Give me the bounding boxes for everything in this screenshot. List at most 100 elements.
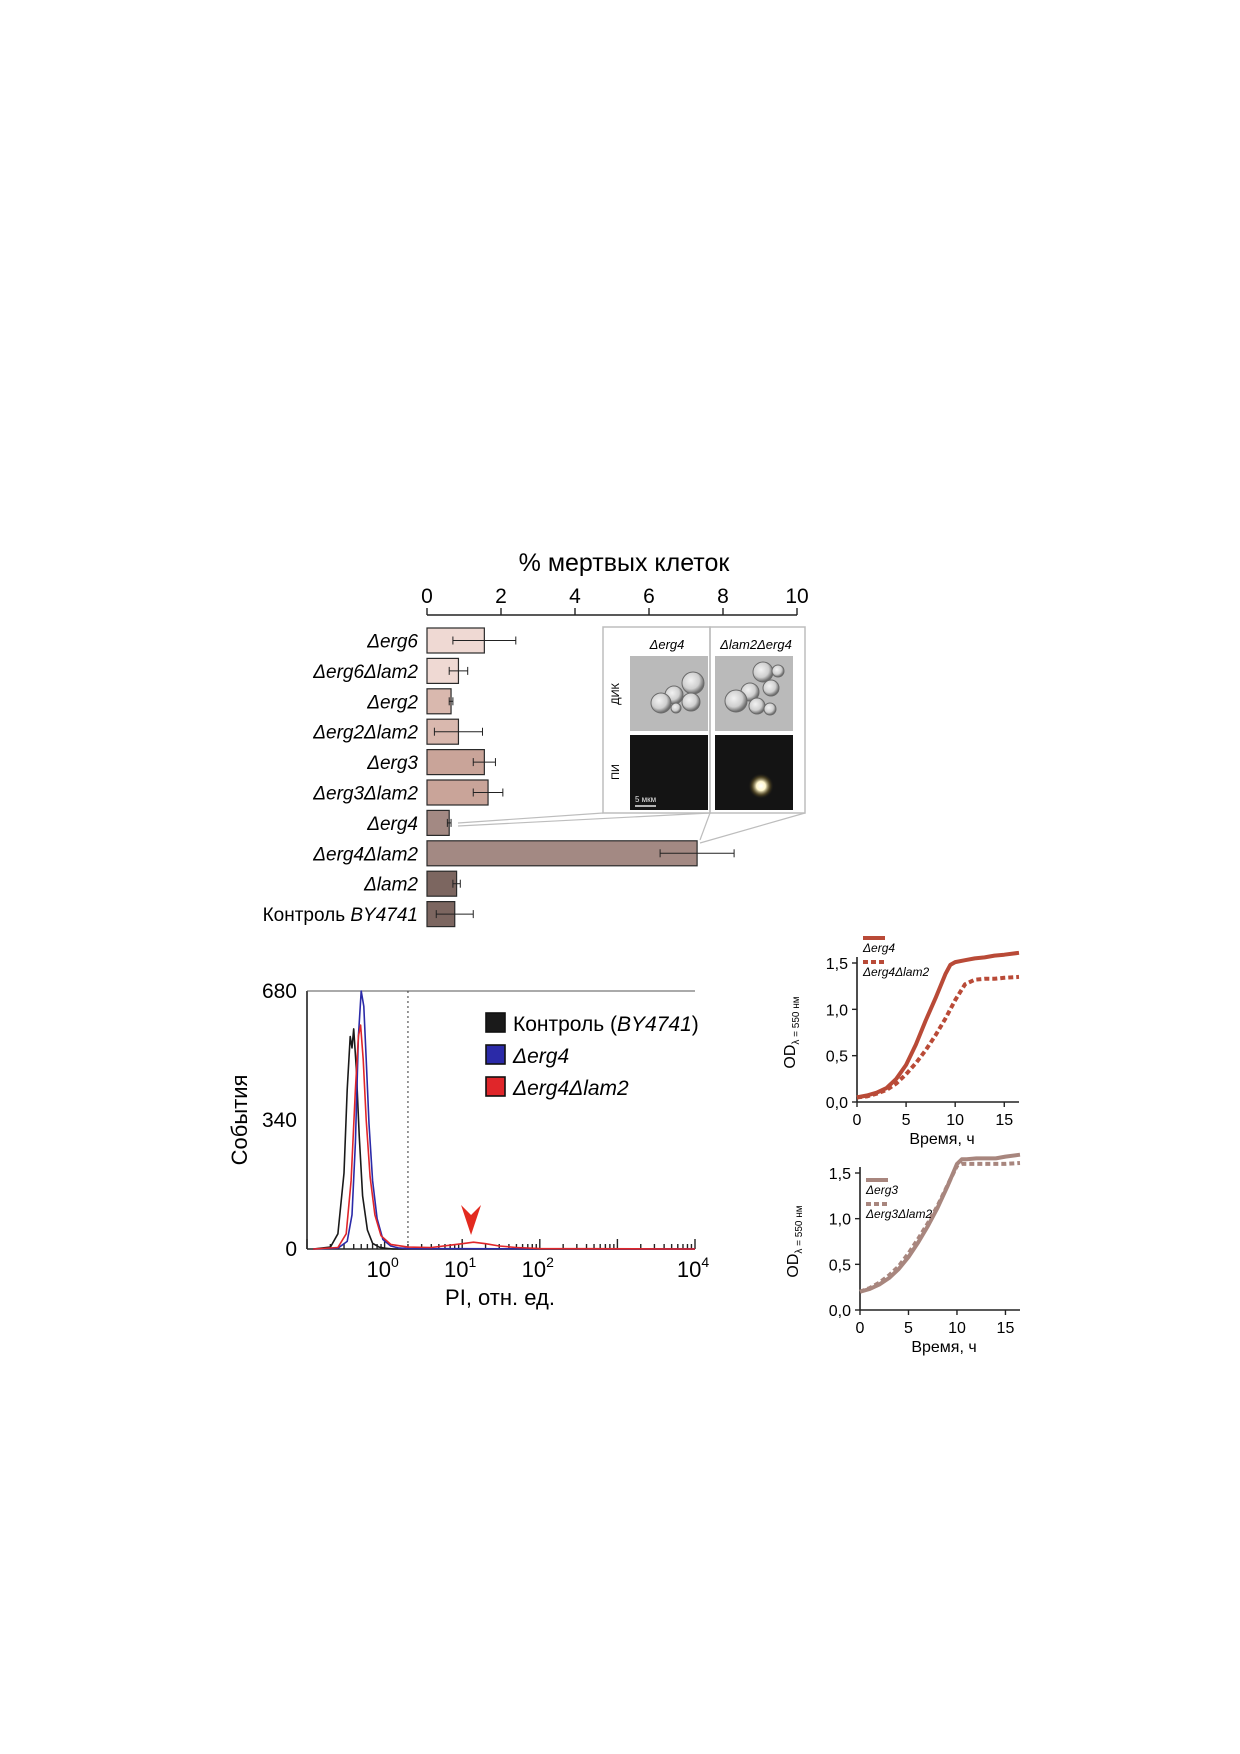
bar-category-label: Контроль BY4741 bbox=[263, 905, 418, 926]
growth-legend-label: Δerg3 bbox=[865, 1183, 898, 1197]
growth-y-tick-label: 0,0 bbox=[829, 1303, 851, 1320]
inset-col-label-lam2erg4: Δlam2Δerg4 bbox=[719, 637, 792, 652]
microscopy-inset: Δerg4 Δlam2Δerg4 ДИК ПИ bbox=[457, 626, 806, 844]
bar bbox=[426, 870, 458, 897]
hist-y-tick-label: 680 bbox=[262, 980, 297, 1003]
scale-bar-label: 5 мкм bbox=[635, 795, 656, 804]
inset-connector bbox=[699, 812, 806, 844]
growth-x-tick-label: 10 bbox=[948, 1320, 966, 1337]
growth-legend-label: Δerg4 bbox=[862, 941, 895, 955]
growth-y-label-main: OD bbox=[785, 1254, 802, 1278]
hist-x-label: PI, отн. ед. bbox=[445, 1285, 555, 1310]
growth-y-tick-label: 1,5 bbox=[826, 956, 848, 973]
inset-connector bbox=[457, 812, 711, 827]
growth-y-label-sub: λ = 550 нм bbox=[791, 996, 802, 1044]
bar-category-label: Δlam2 bbox=[363, 875, 418, 896]
legend-label: Контроль (BY4741) bbox=[513, 1013, 699, 1036]
growth-x-tick-label: 5 bbox=[902, 1112, 911, 1129]
hist-series bbox=[313, 990, 696, 1250]
legend-label-part: ) bbox=[692, 1013, 699, 1036]
tick-exponent: 2 bbox=[546, 1254, 554, 1270]
bar-x-tick-label: 8 bbox=[717, 585, 729, 608]
legend-label-part: Δerg4Δlam2 bbox=[512, 1077, 629, 1100]
pi-positive-arrow-icon bbox=[461, 1205, 482, 1235]
bar bbox=[426, 688, 452, 715]
inset-row-label-dic: ДИК bbox=[610, 683, 622, 705]
bar-category-label-part: Δerg4 bbox=[366, 814, 418, 835]
inset-frame-right bbox=[709, 626, 806, 814]
inset-connector bbox=[457, 812, 604, 824]
bar-category-label: Δerg3 bbox=[366, 753, 418, 774]
bar-x-axis: 0 2 4 6 8 10 bbox=[421, 585, 809, 616]
tick-exponent: 1 bbox=[469, 1254, 477, 1270]
bar-x-tick-label: 4 bbox=[569, 585, 581, 608]
pi-positive-cell bbox=[748, 773, 774, 799]
growth-y-tick-label: 1,0 bbox=[826, 1002, 848, 1019]
bar-category-label-part: Δlam2 bbox=[363, 875, 418, 896]
tick-base: 10 bbox=[366, 1257, 390, 1282]
tick-exponent: 4 bbox=[701, 1254, 709, 1270]
bar-category-label-part: Контроль bbox=[263, 905, 351, 926]
bar bbox=[426, 809, 450, 837]
bar-category-label: Δerg4 bbox=[366, 814, 418, 835]
inset-row-label-pi: ПИ bbox=[610, 764, 622, 780]
pi-image-erg4: 5 мкм bbox=[630, 735, 708, 810]
hist-x-tick-label: 100 bbox=[366, 1254, 398, 1282]
bar-x-tick-label: 0 bbox=[421, 585, 433, 608]
legend-swatch bbox=[485, 1012, 506, 1033]
tick-base: 10 bbox=[522, 1257, 546, 1282]
bar-category-label-part: Δerg6Δlam2 bbox=[312, 662, 418, 683]
growth-y-tick-label: 1,5 bbox=[829, 1166, 851, 1183]
growth-x-label: Время, ч bbox=[909, 1131, 974, 1148]
legend-label-part: Δerg4 bbox=[512, 1045, 569, 1068]
growth-y-label: ODλ = 550 нм bbox=[782, 996, 802, 1068]
bar-category-label: Δerg6 bbox=[366, 632, 418, 653]
tick-base: 10 bbox=[677, 1257, 701, 1282]
dic-image-erg4 bbox=[630, 656, 708, 731]
dead-cells-bar-chart: % мертвых клеток 0 2 4 6 8 10 Δerg6 Δerg6Δlam2… bbox=[263, 549, 809, 928]
growth-x-tick-label: 15 bbox=[997, 1320, 1015, 1337]
growth-x-tick-label: 5 bbox=[904, 1320, 913, 1337]
bar-category-label-part: Δerg6 bbox=[366, 632, 418, 653]
bar-chart-title: % мертвых клеток bbox=[519, 549, 731, 577]
legend-swatch bbox=[485, 1044, 506, 1065]
bar-category-label: Δerg3Δlam2 bbox=[312, 784, 418, 805]
growth-x-tick-label: 15 bbox=[995, 1112, 1013, 1129]
growth-series-line bbox=[856, 950, 1020, 1100]
inset-connector bbox=[699, 812, 711, 841]
growth-x-tick-label: 0 bbox=[856, 1320, 865, 1337]
hist-x-tick-label: 104 bbox=[677, 1254, 709, 1282]
bar-marks bbox=[426, 627, 735, 928]
hist-y-tick-label: 0 bbox=[285, 1238, 297, 1261]
dic-image-lam2erg4 bbox=[715, 656, 793, 731]
bar-category-label: Δerg2Δlam2 bbox=[312, 723, 418, 744]
tick-exponent: 0 bbox=[391, 1254, 399, 1270]
growth-y-tick-label: 1,0 bbox=[829, 1212, 851, 1229]
hist-legend: Контроль (BY4741) Δerg4 Δerg4Δlam2 bbox=[485, 1012, 699, 1100]
growth-series-line bbox=[856, 974, 1020, 1100]
inset-col-label-erg4: Δerg4 bbox=[649, 637, 685, 652]
bar-category-label: Δerg6Δlam2 bbox=[312, 662, 418, 683]
growth-x-tick-label: 10 bbox=[946, 1112, 964, 1129]
growth-y-tick-label: 0,5 bbox=[829, 1257, 851, 1274]
bar-x-tick-label: 10 bbox=[785, 585, 808, 608]
legend-swatch bbox=[485, 1076, 506, 1097]
bar bbox=[426, 840, 698, 867]
hist-y-label: События bbox=[227, 1075, 252, 1166]
legend-label: Δerg4 bbox=[512, 1045, 569, 1068]
growth-y-tick-label: 0,5 bbox=[826, 1049, 848, 1066]
growth-x-label: Время, ч bbox=[911, 1339, 976, 1356]
growth-y-label: ODλ = 550 нм bbox=[785, 1205, 805, 1277]
bar-category-label-part: Δerg4Δlam2 bbox=[312, 844, 418, 865]
hist-x-tick-label: 101 bbox=[444, 1254, 476, 1282]
bar-x-tick-label: 6 bbox=[643, 585, 655, 608]
bar-x-tick-label: 2 bbox=[495, 585, 507, 608]
growth-y-label-main: OD bbox=[782, 1045, 799, 1069]
growth-y-label-sub: λ = 550 нм bbox=[794, 1205, 805, 1253]
growth-series-line bbox=[859, 1152, 1021, 1294]
bar-category-label-part: BY4741 bbox=[350, 905, 418, 926]
legend-label: Δerg4Δlam2 bbox=[512, 1077, 629, 1100]
